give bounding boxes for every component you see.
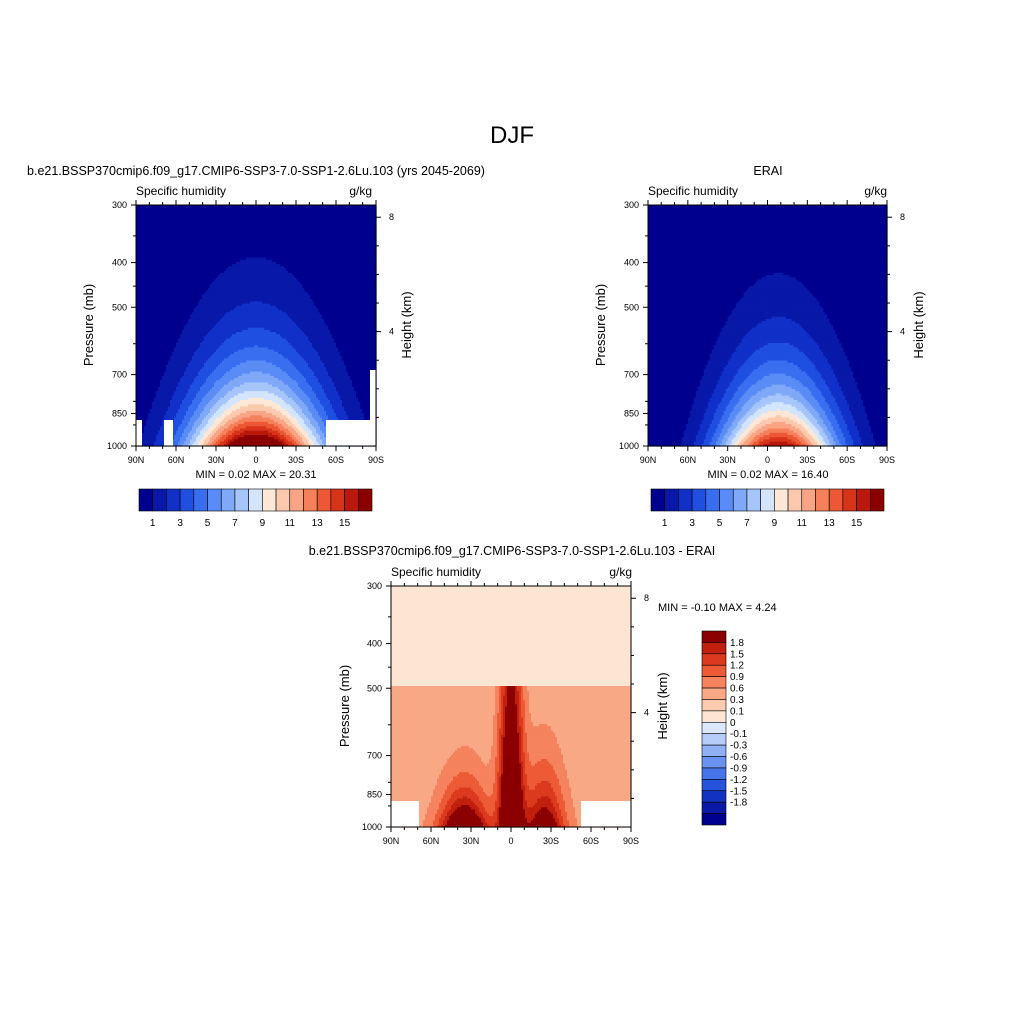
model-title: b.e21.BSSP370cmip6.f09_g17.CMIP6-SSP3-7.… — [27, 164, 485, 178]
model-right-label: g/kg — [349, 184, 372, 198]
model-panel: b.e21.BSSP370cmip6.f09_g17.CMIP6-SSP3-7.… — [27, 164, 485, 529]
figure: DJF b.e21.BSSP370cmip6.f09_g17.CMIP6-SSP… — [0, 0, 1024, 1024]
figure-title: DJF — [490, 122, 534, 149]
model-left-label: Specific humidity — [136, 184, 226, 198]
